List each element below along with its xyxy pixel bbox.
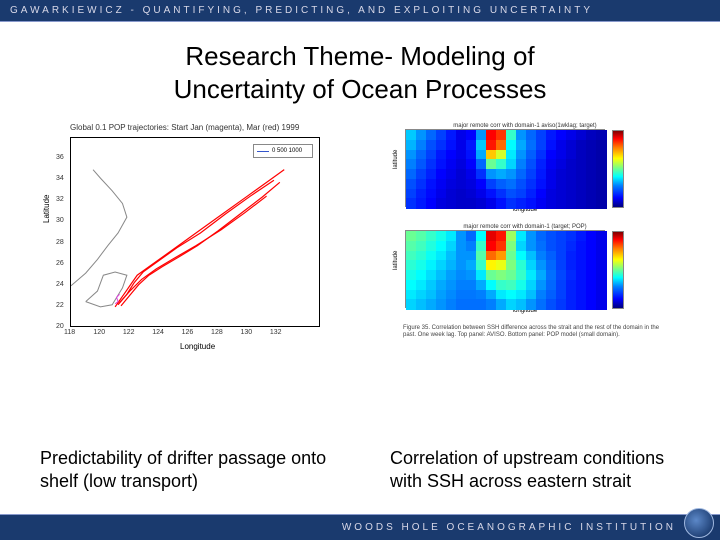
footer-text: WOODS HOLE OCEANOGRAPHIC INSTITUTION [342, 522, 676, 533]
left-chart-svg [71, 138, 321, 328]
left-chart-legend: 0 500 1000 [253, 144, 313, 158]
right-figure-caption: Figure 35. Correlation between SSH diffe… [385, 325, 685, 339]
footer-bar: WOODS HOLE OCEANOGRAPHIC INSTITUTION [0, 514, 720, 540]
heatmap-top [405, 129, 605, 207]
left-chart-xlabel: Longitude [180, 342, 215, 351]
title-line2: Uncertainty of Ocean Processes [174, 74, 547, 104]
heatmap-panel-top: major remote corr with domain-1 aviso(1w… [405, 123, 645, 218]
slide-title: Research Theme- Modeling of Uncertainty … [0, 40, 720, 105]
title-line1: Research Theme- Modeling of [185, 41, 534, 71]
left-chart-title: Global 0.1 POP trajectories: Start Jan (… [40, 123, 330, 132]
left-chart-axes: 0 500 1000 [70, 137, 320, 327]
colorbar-bottom [612, 231, 624, 309]
legend-line-icon [257, 151, 269, 152]
header-bar: GAWARKIEWICZ - QUANTIFYING, PREDICTING, … [0, 0, 720, 22]
right-column: major remote corr with domain-1 aviso(1w… [380, 123, 690, 363]
content-row: Global 0.1 POP trajectories: Start Jan (… [0, 105, 720, 363]
panel-bottom-ylabel: latitude [393, 251, 399, 270]
left-column: Global 0.1 POP trajectories: Start Jan (… [30, 123, 340, 363]
correlation-panels: major remote corr with domain-1 aviso(1w… [385, 123, 685, 363]
heatmap-panel-bottom: major remote corr with domain-1 (target;… [405, 224, 645, 319]
caption-row: Predictability of drifter passage onto s… [0, 447, 720, 492]
header-text: GAWARKIEWICZ - QUANTIFYING, PREDICTING, … [10, 5, 593, 16]
panel-top-ylabel: latitude [393, 150, 399, 169]
drifter-trajectory-chart: Global 0.1 POP trajectories: Start Jan (… [40, 123, 330, 353]
colorbar-top [612, 130, 624, 208]
heatmap-bottom [405, 230, 605, 308]
legend-text: 0 500 1000 [272, 148, 302, 154]
left-chart-ylabel: Latitude [42, 195, 51, 223]
right-caption: Correlation of upstream conditions with … [390, 447, 680, 492]
whoi-logo-icon [684, 508, 714, 538]
left-caption: Predictability of drifter passage onto s… [40, 447, 330, 492]
